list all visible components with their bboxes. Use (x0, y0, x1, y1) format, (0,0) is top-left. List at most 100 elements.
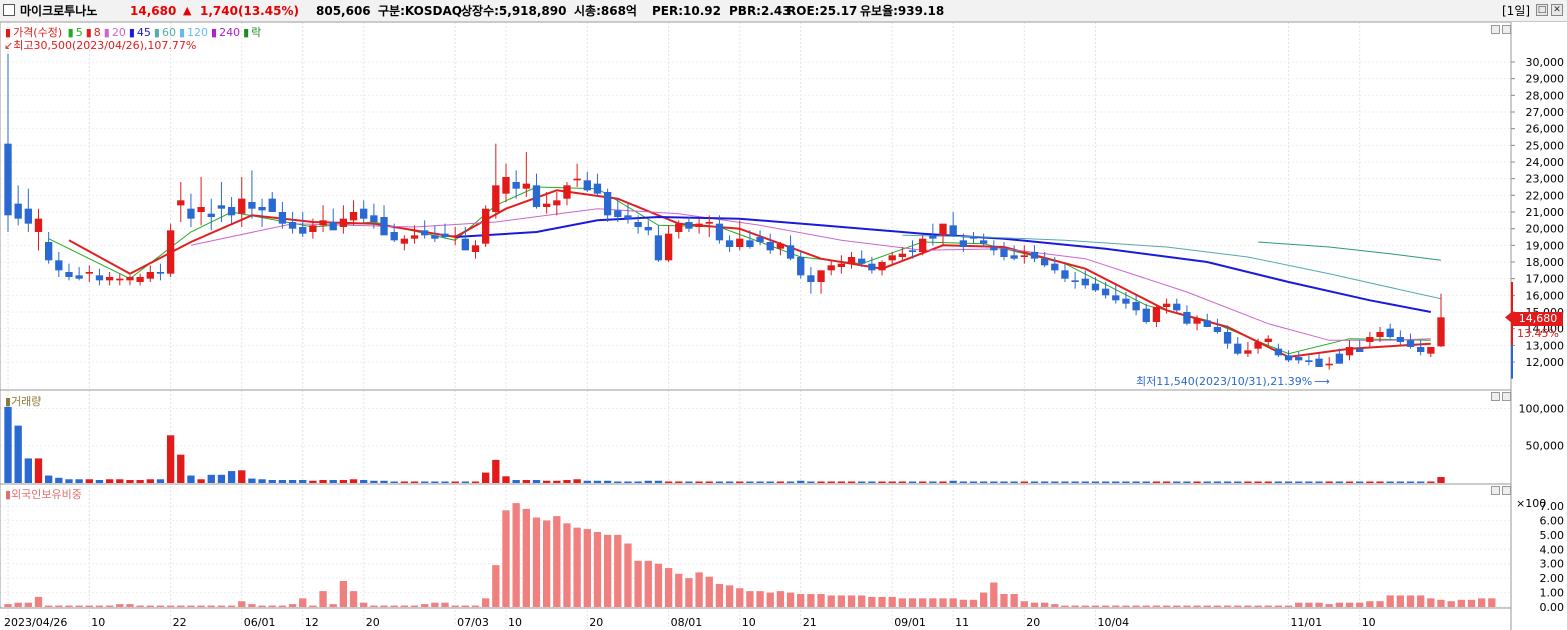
volume-panel-close-button[interactable] (1502, 392, 1511, 401)
volume-bar (24, 458, 32, 483)
foreign-ratio-bar (1152, 605, 1161, 607)
roe-value: ROE:25.17 (787, 4, 858, 18)
price-tick-label: 22,000 (1526, 189, 1565, 202)
price-panel-close-button[interactable] (1502, 25, 1511, 34)
volume-bar (461, 481, 469, 483)
candle-body (349, 212, 358, 221)
foreign-ratio-bar (685, 578, 693, 607)
low-note: 최저11,540(2023/10/31),21.39% ⟶ (1136, 375, 1330, 388)
foreign-ratio-bar (1315, 602, 1323, 607)
volume-bar (1010, 481, 1018, 483)
candle-body (44, 242, 53, 261)
candle-body (1081, 278, 1089, 286)
foreign-ratio-bar (1071, 605, 1079, 607)
price-tick-label: 25,000 (1526, 139, 1565, 152)
foreign-ratio-bar (1284, 605, 1293, 607)
volume-bar (959, 481, 967, 483)
reserve-ratio: 유보율:939.18 (860, 4, 945, 18)
maximize-button[interactable]: □ (1536, 4, 1548, 16)
volume-bar (268, 480, 276, 483)
foreign-ratio-bar (715, 583, 724, 607)
candle-body (187, 208, 195, 219)
candle-body (1244, 350, 1252, 354)
foreign-ratio-bar (919, 598, 927, 607)
candle-body (1132, 302, 1140, 311)
candle-body (553, 200, 561, 206)
volume-bar (1295, 481, 1303, 483)
candle-body (431, 235, 439, 239)
foreign-panel-close-button[interactable] (1502, 486, 1511, 495)
foreign-ratio-bar (1223, 605, 1232, 607)
candle-body (380, 217, 388, 236)
close-button[interactable]: ✕ (1551, 4, 1563, 16)
volume-bar (85, 479, 93, 483)
foreign-legend-label: 외국인보유비중 (11, 488, 82, 501)
foreign-ratio-bar (644, 560, 652, 607)
x-tick-label: 08/01 (671, 616, 703, 629)
foreign-ratio-bar (1081, 605, 1089, 607)
x-tick-label: 09/01 (894, 616, 926, 629)
volume-bar (14, 425, 22, 483)
foreign-ratio-bar (258, 605, 266, 607)
foreign-ratio-bar (319, 591, 327, 607)
volume-bar (715, 481, 724, 483)
stock-info-bar: 마이크로투나노 14,680 ▲ 1,740 (13.45%) 805,606 … (0, 0, 1567, 22)
candle-body (197, 207, 205, 212)
foreign-ratio-bar (166, 605, 175, 607)
candle-body (603, 192, 612, 216)
foreign-ratio-bar (410, 605, 419, 607)
ma-legend-label: 20 (111, 26, 126, 39)
volume-bar (34, 458, 43, 483)
foreign-ratio-bar (766, 592, 774, 607)
volume-bar (786, 481, 795, 483)
price-panel-min-button[interactable] (1491, 25, 1500, 34)
candle-body (1315, 358, 1323, 367)
volume-panel-min-button[interactable] (1491, 392, 1500, 401)
foreign-ratio-bar (675, 573, 683, 607)
volume-bar (847, 481, 856, 483)
candle-body (827, 265, 835, 271)
candle-body (1284, 355, 1293, 361)
stock-chart: 30,000 29,000 28,000 27,000 26,000 25,000 24,0… (0, 22, 1565, 630)
volume-bar (695, 481, 703, 483)
volume-bar (553, 480, 561, 483)
ma-legend-item: ▮ (85, 26, 92, 39)
volume-bar (1173, 481, 1181, 483)
candle-body (624, 215, 632, 219)
foreign-ratio-bar (959, 599, 967, 607)
volume-bar (258, 479, 266, 483)
volume-bar (1325, 481, 1333, 483)
volume-bar (634, 481, 642, 483)
price-tick-label: 20,000 (1526, 223, 1565, 236)
foreign-ratio-bar (34, 596, 43, 607)
panel-frames (0, 22, 1512, 630)
volume-value: 805,606 (316, 4, 371, 18)
foreign-ratio-bar (1274, 605, 1283, 607)
volume-bar (878, 481, 886, 483)
candle-body (1122, 298, 1130, 304)
x-tick-label: 11 (955, 616, 969, 629)
candle-body (888, 255, 896, 261)
foreign-ratio-bar (817, 594, 825, 607)
foreign-panel-min-button[interactable] (1491, 486, 1500, 495)
candle-body (1142, 308, 1150, 322)
foreign-ratio-bar (309, 605, 317, 607)
foreign-ratio-bar (786, 592, 795, 607)
foreign-ratio-bar (1101, 605, 1110, 607)
select-checkbox[interactable] (3, 4, 15, 16)
candle-body (1223, 332, 1232, 344)
candle-body (675, 223, 683, 232)
candle-body (441, 233, 449, 237)
foreign-ratio-bar (1437, 599, 1445, 607)
volume-bar (370, 480, 378, 483)
ma-legend-item: ▮ (211, 26, 218, 39)
period-selector[interactable]: [1일] (1502, 4, 1531, 18)
candle-body (1162, 303, 1171, 307)
foreign-ratio-bar (95, 605, 104, 607)
candle-body (542, 203, 551, 207)
ma-120-line (1258, 241, 1442, 261)
foreign-ratio-bar (898, 598, 907, 607)
foreign-ratio-bar (75, 605, 83, 607)
candle-body (766, 242, 774, 251)
foreign-ratio-bar (522, 508, 530, 607)
